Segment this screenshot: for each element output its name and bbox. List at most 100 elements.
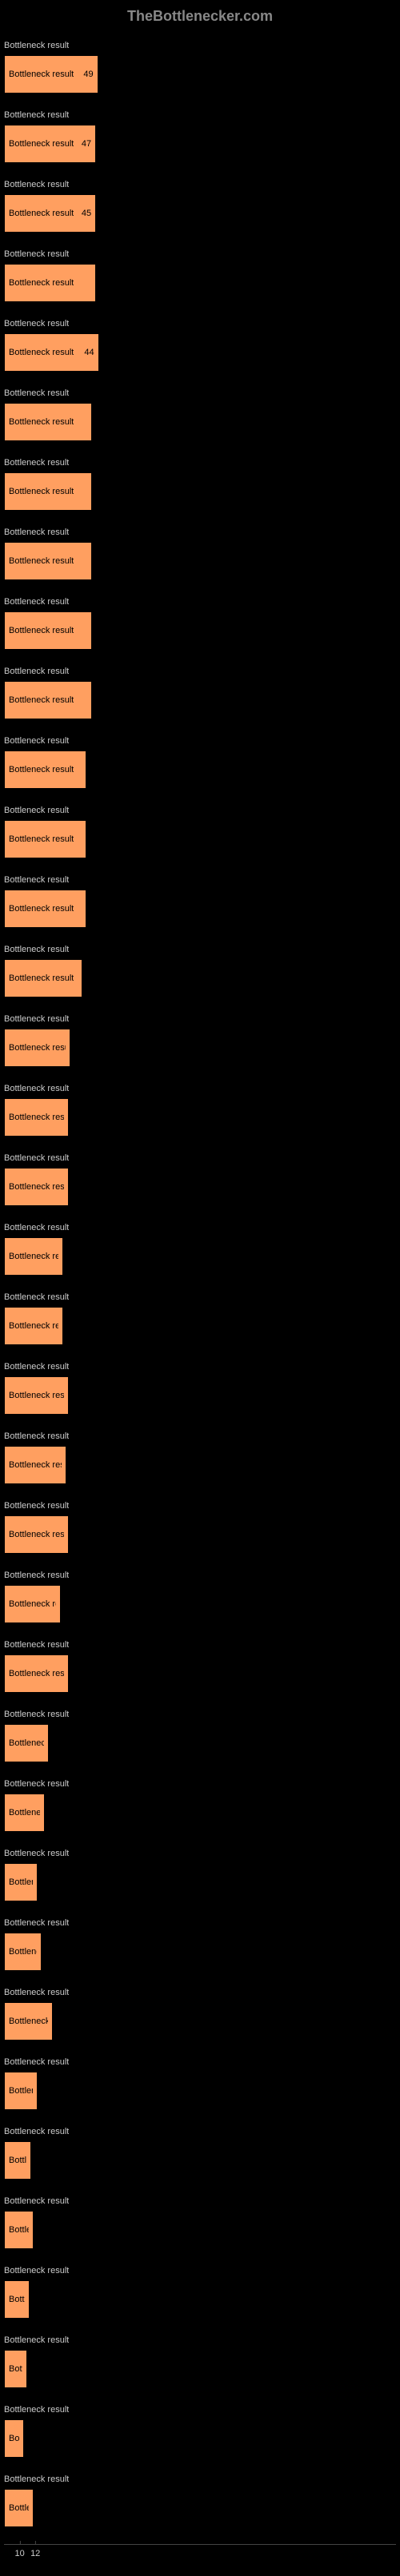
bar[interactable]: Bottleneck result: [4, 1098, 69, 1137]
bar-row: Bottleneck resultBottleneck result: [4, 528, 396, 587]
bar-row: Bottleneck resultBottleneck result: [4, 1362, 396, 1422]
bar[interactable]: Bottleneck result: [4, 1237, 63, 1276]
bar-link-text: Bottleneck result: [9, 1530, 64, 1539]
bar-link-text: Bottlene: [9, 1947, 37, 1957]
bar-row: Bottleneck resultBottleneck r: [4, 1988, 396, 2048]
bar-row: Bottleneck result Bottleneck result: [4, 1431, 396, 1491]
bar-label: Bottleneck result: [4, 1292, 69, 1302]
bar-link-text: Bottleneck result: [9, 1043, 66, 1053]
bar[interactable]: Bottleneck res: [4, 1585, 61, 1623]
bar-link-text: Bottlen: [9, 1877, 33, 1887]
bar-row: Bottleneck result Bottleneck res: [4, 1571, 396, 1630]
bar[interactable]: Bottleneck result: [4, 542, 92, 580]
bar-label: Bottleneck result: [4, 180, 69, 189]
bar-row: Bottleneck result Bottleneck result: [4, 875, 396, 935]
bar-link-text: Bottleneck result: [9, 139, 74, 149]
bar[interactable]: Bottl: [4, 2141, 31, 2180]
bar[interactable]: Bottleneck result: [4, 681, 92, 719]
bar-label: Bottleneck result: [4, 1571, 69, 1580]
bar-row: Bottleneck resultBottleneck result: [4, 806, 396, 866]
bar[interactable]: Bottleneck result49: [4, 55, 98, 94]
bar[interactable]: Bottlen: [4, 1863, 38, 1901]
bar-value: 47: [82, 139, 91, 149]
bar[interactable]: Bottleneck result: [4, 264, 96, 302]
bar-link-text: Bottleneck res: [9, 1599, 56, 1609]
bar[interactable]: Bot: [4, 2419, 24, 2458]
bar[interactable]: Bottl: [4, 2280, 30, 2319]
bar-label: Bottleneck result: [4, 1223, 69, 1232]
bar[interactable]: Bottleneck result: [4, 820, 86, 858]
bar-row: Bottleneck resultBottleneck result: [4, 1501, 396, 1561]
bar-link-text: Bottl: [9, 2156, 26, 2165]
bar[interactable]: Bottlenec: [4, 1794, 45, 1832]
bar-row: Bottleneck resultBottleneck result44: [4, 319, 396, 379]
bar[interactable]: Bottleneck result: [4, 890, 86, 928]
bar-label: Bottleneck result: [4, 2127, 69, 2136]
bar-link-text: Bottleneck: [9, 1738, 44, 1748]
bar[interactable]: Bottleneck result 47: [4, 125, 96, 163]
bar-link-text: Bottleneck result: [9, 1391, 64, 1400]
bar-label: Bottleneck result: [4, 1710, 69, 1719]
bar[interactable]: Bottleneck result: [4, 1654, 69, 1693]
bar[interactable]: Bottlen: [4, 2072, 38, 2110]
bar[interactable]: Bottleneck result: [4, 1515, 69, 1554]
bar-link-text: Bottleneck resu: [9, 1321, 58, 1331]
bar-label: Bottleneck result: [4, 319, 69, 328]
bar-link-text: Bottle: [9, 2225, 29, 2235]
bar[interactable]: Bottleneck: [4, 1724, 49, 1762]
bar[interactable]: Bottleneck result: [4, 1446, 66, 1484]
bar-label: Bottleneck result: [4, 1014, 69, 1024]
bar[interactable]: Bottleneck result: [4, 1376, 69, 1415]
bar[interactable]: Bott: [4, 2350, 27, 2388]
bar-row: Bottleneck result Bott: [4, 2335, 396, 2395]
bar-row: Bottleneck resultBottle: [4, 2474, 396, 2534]
bar-link-text: Bottleneck result: [9, 70, 74, 79]
bar[interactable]: Bottleneck result: [4, 1029, 70, 1067]
bar-link-text: Bottleneck result: [9, 1182, 64, 1192]
bar-row: Bottleneck result Bottleneck result: [4, 736, 396, 796]
bar-value: 45: [82, 209, 91, 218]
bar[interactable]: Bottleneck result: [4, 751, 86, 789]
bar[interactable]: Bottle: [4, 2489, 34, 2527]
bar-link-text: Bottleneck result: [9, 417, 74, 427]
bar[interactable]: Bottleneck resu: [4, 1307, 63, 1345]
bar-label: Bottleneck result: [4, 388, 69, 398]
bar-label: Bottleneck result: [4, 736, 69, 746]
bar-row: Bottleneck resultBottleneck result49: [4, 41, 396, 101]
bar-row: Bottleneck result Bottleneck result: [4, 1014, 396, 1074]
bar[interactable]: Bottleneck result44: [4, 333, 99, 372]
bar-link-text: Bottleneck result: [9, 765, 74, 774]
axis-tick: 10: [14, 2545, 24, 2558]
bar[interactable]: Bottleneck result: [4, 403, 92, 441]
bar-link-text: Bottleneck result: [9, 487, 74, 496]
bar[interactable]: Bottle: [4, 2211, 34, 2249]
bar[interactable]: Bottleneck result45: [4, 194, 96, 233]
bar-row: Bottleneck resultBottlen: [4, 1849, 396, 1909]
bar-row: Bottleneck result Bottl: [4, 2127, 396, 2187]
bar-label: Bottleneck result: [4, 667, 69, 676]
bar-row: Bottleneck resultBottlene: [4, 1918, 396, 1978]
bar-label: Bottleneck result: [4, 1431, 69, 1441]
bar[interactable]: Bottleneck result: [4, 472, 92, 511]
bar-link-text: Bottl: [9, 2295, 25, 2304]
bar-label: Bottleneck result: [4, 1153, 69, 1163]
bar-row: Bottleneck result Bottle: [4, 2196, 396, 2256]
bar-link-text: Bottlenec: [9, 1808, 40, 1818]
bar[interactable]: Bottleneck r: [4, 2002, 53, 2040]
bar-label: Bottleneck result: [4, 875, 69, 885]
bar-link-text: Bottleneck result: [9, 348, 74, 357]
bar[interactable]: Bottlene: [4, 1933, 42, 1971]
bar[interactable]: Bottleneck result: [4, 959, 82, 997]
bar[interactable]: Bottleneck result: [4, 611, 92, 650]
bar[interactable]: Bottleneck result: [4, 1168, 69, 1206]
bar-row: Bottleneck resultBottleneck result: [4, 597, 396, 657]
axis-tick: 12: [30, 2545, 40, 2558]
bar-row: Bottleneck resultBottleneck result 47: [4, 110, 396, 170]
bar-link-text: Bottlen: [9, 2086, 33, 2096]
bar-row: Bottleneck resultBottlen: [4, 2057, 396, 2117]
bar-row: Bottleneck resultBottleneck result: [4, 458, 396, 518]
bar-label: Bottleneck result: [4, 2335, 69, 2345]
bar-link-text: Bottleneck result: [9, 834, 74, 844]
bar-row: Bottleneck result Bottleneck result45: [4, 180, 396, 240]
bar-label: Bottleneck result: [4, 2196, 69, 2206]
